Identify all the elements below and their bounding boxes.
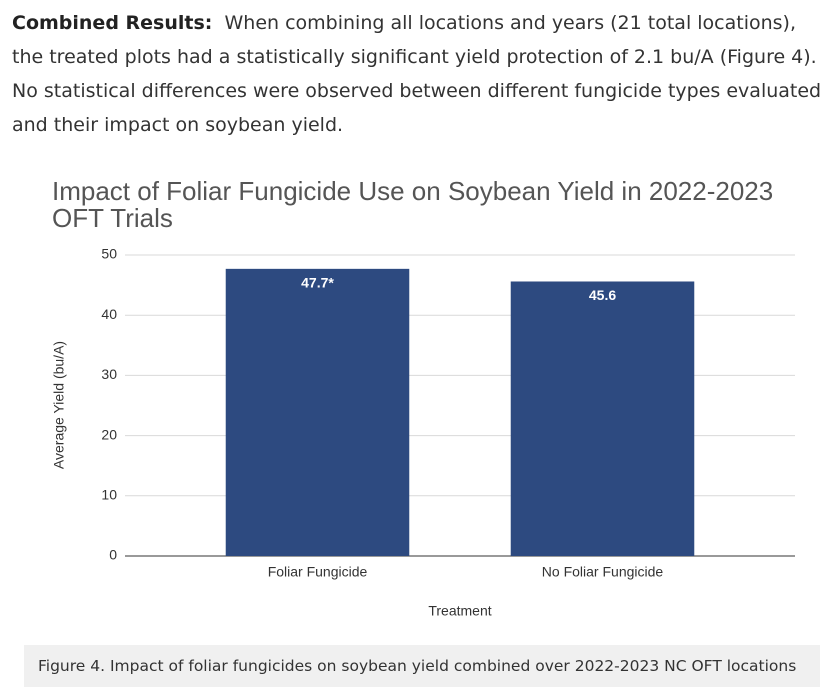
- value-label: 45.6: [589, 287, 616, 303]
- y-axis-label: Average Yield (bu/A): [51, 341, 67, 469]
- chart-title: Impact of Foliar Fungicide Use on Soybea…: [52, 176, 774, 233]
- paragraph: Combined Results: When combining all loc…: [12, 6, 822, 142]
- lead: Combined Results:: [12, 12, 213, 34]
- paragraph-text: When combining all locations and years (…: [12, 12, 822, 136]
- x-tick-label: Foliar Fungicide: [268, 564, 368, 580]
- y-tick-label: 40: [101, 306, 117, 322]
- y-tick-label: 0: [109, 547, 117, 563]
- y-tick-label: 30: [101, 366, 117, 382]
- caption: Figure 4. Impact of foliar fungicides on…: [24, 645, 820, 687]
- x-axis-label: Treatment: [428, 603, 491, 619]
- bar: [225, 268, 410, 556]
- y-tick-label: 10: [101, 487, 117, 503]
- y-tick-label: 20: [101, 426, 117, 442]
- y-tick-label: 50: [101, 246, 117, 262]
- x-tick-label: No Foliar Fungicide: [542, 564, 664, 580]
- value-label: 47.7*: [301, 275, 334, 291]
- bar: [510, 281, 695, 556]
